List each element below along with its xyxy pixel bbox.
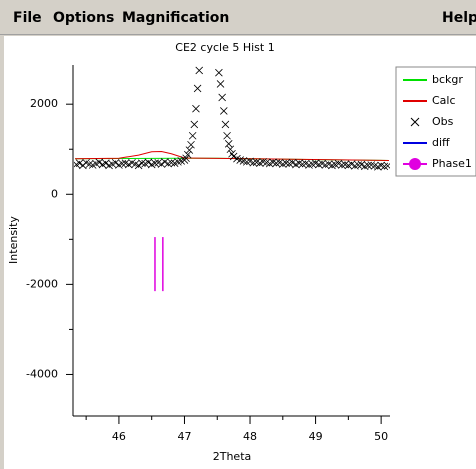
x-tick-label: 46 [112,430,126,443]
legend-label: diff [432,136,450,149]
obs-point [210,24,217,31]
obs-point [95,158,104,167]
x-tick-label: 49 [309,430,323,443]
menu-item[interactable]: Magnification [122,10,230,26]
obs-point [216,80,225,88]
legend-label: Phase1 [432,157,472,170]
obs-point [272,159,281,167]
x-axis-label: 2Theta [213,450,252,463]
obs-point [229,152,238,161]
obs-point [118,159,126,168]
y-axis-label: Intensity [7,216,20,264]
series-line [74,150,390,161]
obs-point [221,120,230,129]
obs-point [223,131,231,140]
obs-point [249,158,258,167]
obs-point [380,162,389,171]
obs-point [157,160,166,168]
obs-point [187,140,195,149]
obs-point [226,145,235,154]
obs-point [364,161,372,170]
menu-bar: File Options Magnification Help [0,0,476,35]
obs-point [282,159,290,167]
legend-cross [410,117,420,127]
legend-label: bckgr [432,73,463,86]
x-tick-label: 47 [177,430,191,443]
obs-point [207,2,214,9]
obs-point [195,66,204,75]
x-tick-label: 48 [243,430,257,443]
obs-point [242,158,251,166]
obs-point [182,154,190,163]
obs-point [75,159,84,167]
legend-label: Obs [432,115,454,128]
y-tick-label: -2000 [26,277,58,290]
obs-point [188,131,197,140]
obs-point [190,120,199,129]
obs-point [183,150,192,159]
legend-label: Calc [432,94,456,107]
x-tick-label: 50 [374,430,388,443]
y-tick-label: -4000 [26,367,58,380]
obs-point [134,161,143,170]
obs-point [151,159,159,167]
menu-item[interactable]: Options [53,10,115,26]
obs-point [111,158,120,167]
obs-point [144,158,153,167]
obs-point [204,0,211,4]
obs-point [215,68,223,77]
obs-point [201,11,208,18]
legend-marker [409,158,421,170]
obs-point [138,159,146,167]
chart-title: CE2 cycle 5 Hist 1 [175,41,274,54]
obs-point [224,140,233,148]
menu-item[interactable]: File [13,10,42,26]
obs-point [383,162,390,170]
obs-point [192,104,200,113]
y-tick-label: 0 [51,187,58,200]
obs-point [102,159,110,167]
menu-item[interactable]: Help [442,10,476,26]
y-tick-label: 2000 [30,97,58,110]
obs-point [167,158,176,167]
obs-point [218,93,226,102]
obs-point [298,160,307,168]
obs-point [79,161,87,170]
obs-point [354,161,362,169]
obs-point [220,107,228,115]
obs-point [185,146,194,154]
obs-point [338,161,346,169]
legend-box [395,66,476,177]
obs-point [193,84,202,93]
